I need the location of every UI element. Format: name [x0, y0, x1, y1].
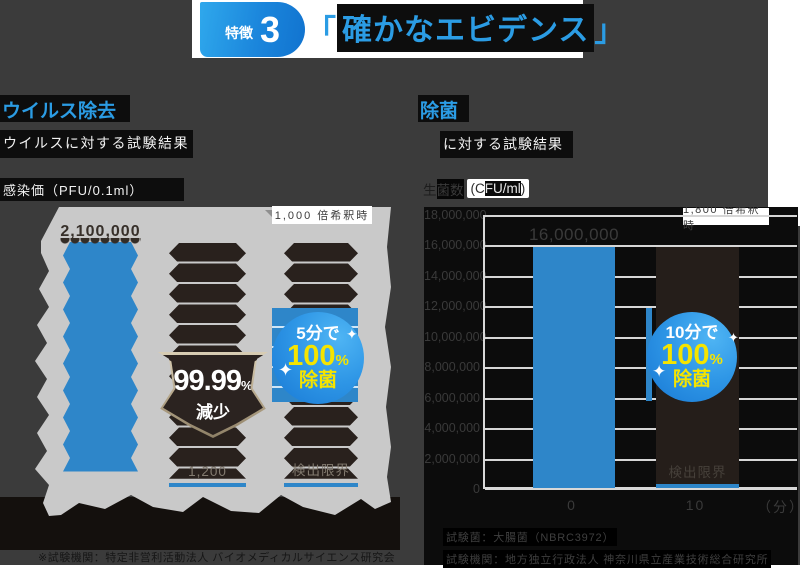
left-result-circle: 5分で 100% 除菌: [272, 312, 364, 404]
left-section-subtitle: ウイルスに対する試験結果: [0, 130, 193, 158]
y-tick-label: 14,000,000: [424, 269, 487, 283]
y-tick-label: 0: [473, 482, 480, 496]
y-tick-label: 18,000,000: [424, 208, 487, 222]
left-circle-label: 除菌: [298, 370, 337, 392]
gridline: [485, 397, 797, 400]
right-circle-label: 除菌: [672, 369, 711, 391]
y-tick-label: 4,000,000: [424, 421, 480, 435]
y-tick-label: 8,000,000: [424, 360, 480, 374]
gridline: [485, 306, 797, 309]
right-plot-area: 16,000,000 検出限界: [483, 215, 797, 490]
left-bar-fringe: [60, 238, 141, 247]
y-tick-label: 12,000,000: [424, 299, 487, 313]
x-axis-unit: （分）: [757, 499, 800, 515]
reduction-value: 99.99%: [173, 365, 253, 397]
title-quote-open: 「: [306, 15, 337, 48]
right-section-subtitle: に対する試験結果: [440, 131, 573, 158]
left-section-title: ウイルス除去: [0, 95, 130, 122]
feature-number: 3: [259, 8, 281, 50]
left-bar2-underline: [169, 483, 246, 487]
right-bar2-underline: [656, 484, 739, 488]
right-circle-time: 10分で: [665, 322, 719, 342]
right-note-1: 試験菌：大腸菌（NBRC3972）: [443, 528, 618, 546]
right-unit-prefix: 生: [423, 182, 437, 198]
gridline: [485, 245, 797, 248]
x-tick-10: 10: [685, 497, 706, 513]
left-unit-label: 感染価（PFU/0.1ml）: [0, 178, 184, 201]
gridline: [485, 367, 797, 370]
right-circle-value: 100%: [661, 339, 723, 372]
left-note: ※試験機関：特定非営利活動法人 バイオメディカルサイエンス研究会: [38, 552, 396, 564]
right-unit-label: 生 菌数 (CFU/ml): [423, 178, 530, 199]
title-text: 確かなエビデンス: [337, 4, 595, 52]
y-tick-label: 16,000,000: [424, 238, 487, 252]
left-initial-value: 2,100,000: [60, 223, 141, 240]
feature-badge: 特徴 3: [200, 2, 305, 57]
x-axis-line: [485, 487, 797, 490]
gridline: [485, 458, 797, 461]
left-dilution-badge: 1,000 倍希釈時: [265, 206, 372, 224]
y-tick-label: 6,000,000: [424, 391, 480, 405]
right-bar-initial: [533, 247, 615, 488]
x-tick-0: 0: [567, 497, 577, 513]
gridline: [485, 275, 797, 278]
right-unit-box: (CFU/ml): [466, 179, 530, 198]
page-title: 「 確かなエビデンス 」: [306, 4, 626, 52]
right-result-circle: 10分で 100% 除菌: [647, 312, 737, 402]
left-bar-initial: [63, 242, 138, 472]
gridline: [485, 428, 797, 431]
right-white-strip: [768, 0, 800, 226]
right-bar2-label: 検出限界: [668, 465, 727, 480]
unit-paren-open: (C: [470, 181, 485, 196]
gridline: [485, 336, 797, 339]
left-circle-value: 100%: [287, 340, 349, 373]
left-bar3-underline: [284, 483, 358, 487]
right-section-title: 除菌: [418, 95, 469, 122]
y-tick-label: 2,000,000: [424, 452, 480, 466]
title-quote-close: 」: [594, 15, 626, 48]
gridline: [485, 215, 797, 217]
left-bar3-label: 検出限界: [292, 463, 350, 478]
feature-label: 特徴: [224, 24, 253, 41]
reduction-label: 減少: [196, 403, 230, 422]
unit-paren-close: ): [520, 181, 526, 196]
right-note-2: 試験機関：地方独立行政法人 神奈川県立産業技術総合研究所: [443, 550, 772, 568]
left-circle-time: 5分で: [296, 323, 340, 343]
y-tick-label: 10,000,000: [424, 330, 487, 344]
unit-inverted: FU/ml: [484, 181, 521, 196]
right-unit-hidden: 菌数: [436, 178, 464, 199]
left-bar2-label: 1,200: [188, 464, 227, 479]
right-bar1-value: 16,000,000: [528, 225, 620, 244]
